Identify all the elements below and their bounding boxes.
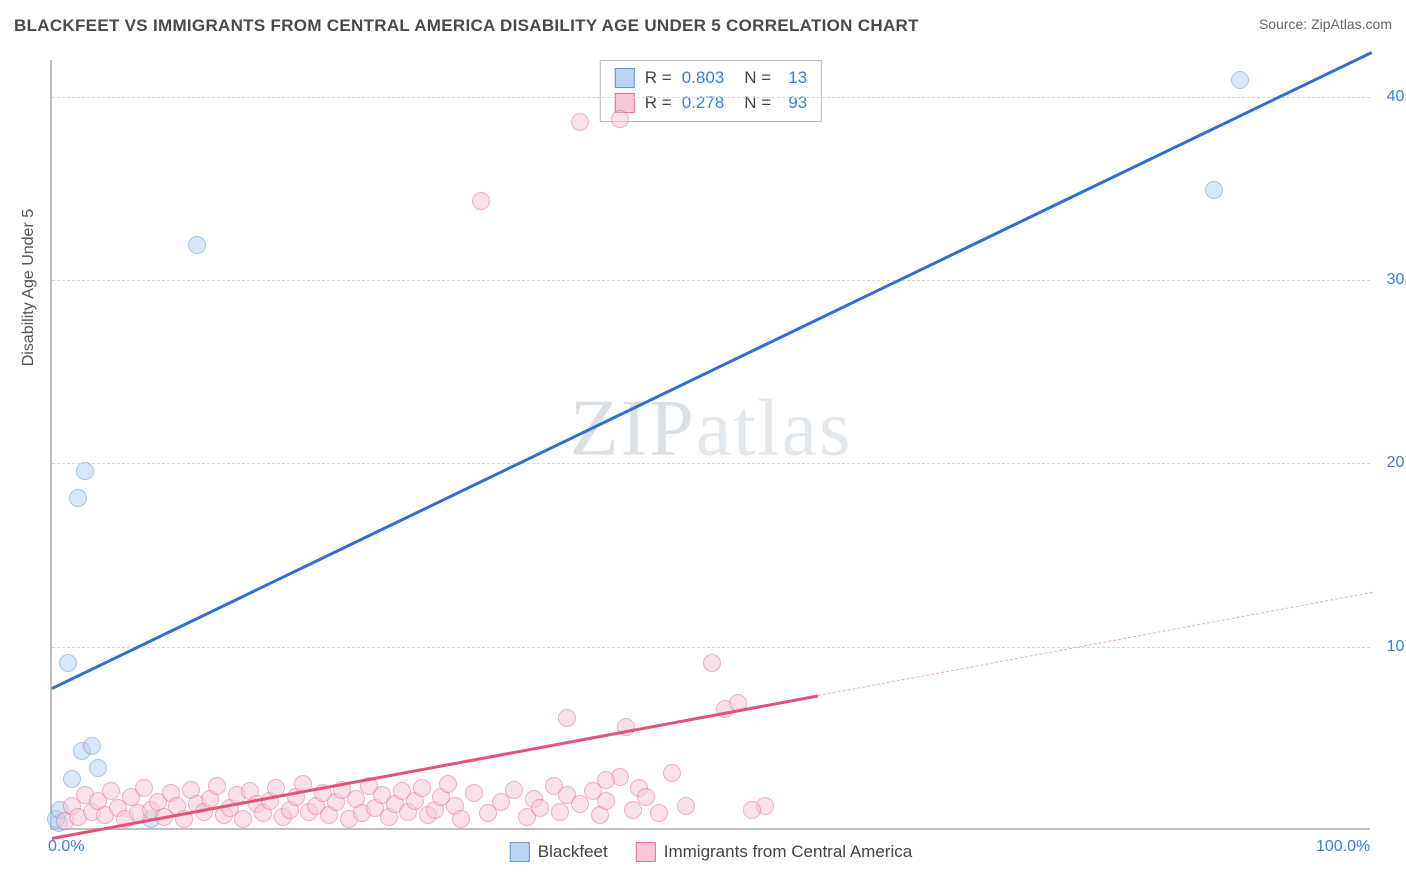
data-point (69, 489, 87, 507)
legend-item: Blackfeet (510, 842, 608, 862)
data-point (571, 113, 589, 131)
legend-swatch (636, 842, 656, 862)
data-point (558, 709, 576, 727)
watermark: ZIPatlas (570, 383, 853, 474)
data-point (743, 801, 761, 819)
y-tick-label: 40.0% (1387, 88, 1406, 106)
title-bar: BLACKFEET VS IMMIGRANTS FROM CENTRAL AME… (14, 16, 1392, 36)
data-point (551, 803, 569, 821)
data-point (135, 779, 153, 797)
stat-n-value: 93 (781, 91, 807, 116)
data-point (703, 654, 721, 672)
stat-r-value: 0.278 (682, 91, 725, 116)
trend-line (818, 592, 1373, 696)
stat-r-value: 0.803 (682, 66, 725, 91)
plot-area: ZIPatlas R =0.803N =13R =0.278N =93 Blac… (50, 60, 1370, 830)
source-label: Source: ZipAtlas.com (1259, 16, 1392, 32)
stat-n-label: N = (744, 66, 771, 91)
data-point (597, 792, 615, 810)
grid-line (52, 463, 1370, 464)
y-tick-label: 10.0% (1387, 638, 1406, 656)
grid-line (52, 647, 1370, 648)
y-tick-label: 20.0% (1387, 454, 1406, 472)
data-point (1231, 71, 1249, 89)
legend-swatch (510, 842, 530, 862)
y-tick-label: 30.0% (1387, 271, 1406, 289)
stat-n-value: 13 (781, 66, 807, 91)
data-point (76, 462, 94, 480)
data-point (597, 771, 615, 789)
data-point (83, 737, 101, 755)
data-point (63, 770, 81, 788)
stat-r-label: R = (645, 91, 672, 116)
trend-line (51, 51, 1372, 690)
data-point (188, 236, 206, 254)
stats-legend-box: R = 0.803 N = 13 R = 0.278 N = 93 (600, 60, 822, 122)
y-axis-title: Disability Age Under 5 (20, 209, 38, 366)
grid-line (52, 97, 1370, 98)
legend-item: Immigrants from Central America (636, 842, 912, 862)
data-point (208, 777, 226, 795)
data-point (650, 804, 668, 822)
stats-row: R = 0.278 N = 93 (615, 91, 807, 116)
data-point (611, 110, 629, 128)
data-point (59, 654, 77, 672)
data-point (531, 799, 549, 817)
legend-swatch (615, 68, 635, 88)
data-point (637, 788, 655, 806)
legend-label: Blackfeet (538, 842, 608, 862)
data-point (472, 192, 490, 210)
data-point (234, 810, 252, 828)
chart-title: BLACKFEET VS IMMIGRANTS FROM CENTRAL AME… (14, 16, 919, 36)
data-point (439, 775, 457, 793)
data-point (89, 759, 107, 777)
data-point (452, 810, 470, 828)
grid-line (52, 280, 1370, 281)
bottom-legend: Blackfeet Immigrants from Central America (510, 842, 912, 862)
legend-label: Immigrants from Central America (664, 842, 912, 862)
data-point (465, 784, 483, 802)
data-point (505, 781, 523, 799)
data-point (1205, 181, 1223, 199)
data-point (413, 779, 431, 797)
data-point (102, 782, 120, 800)
data-point (677, 797, 695, 815)
x-tick-label: 100.0% (1316, 838, 1370, 856)
data-point (663, 764, 681, 782)
stat-r-label: R = (645, 66, 672, 91)
stats-row: R = 0.803 N = 13 (615, 66, 807, 91)
stat-n-label: N = (744, 91, 771, 116)
x-tick-label: 0.0% (48, 838, 84, 856)
